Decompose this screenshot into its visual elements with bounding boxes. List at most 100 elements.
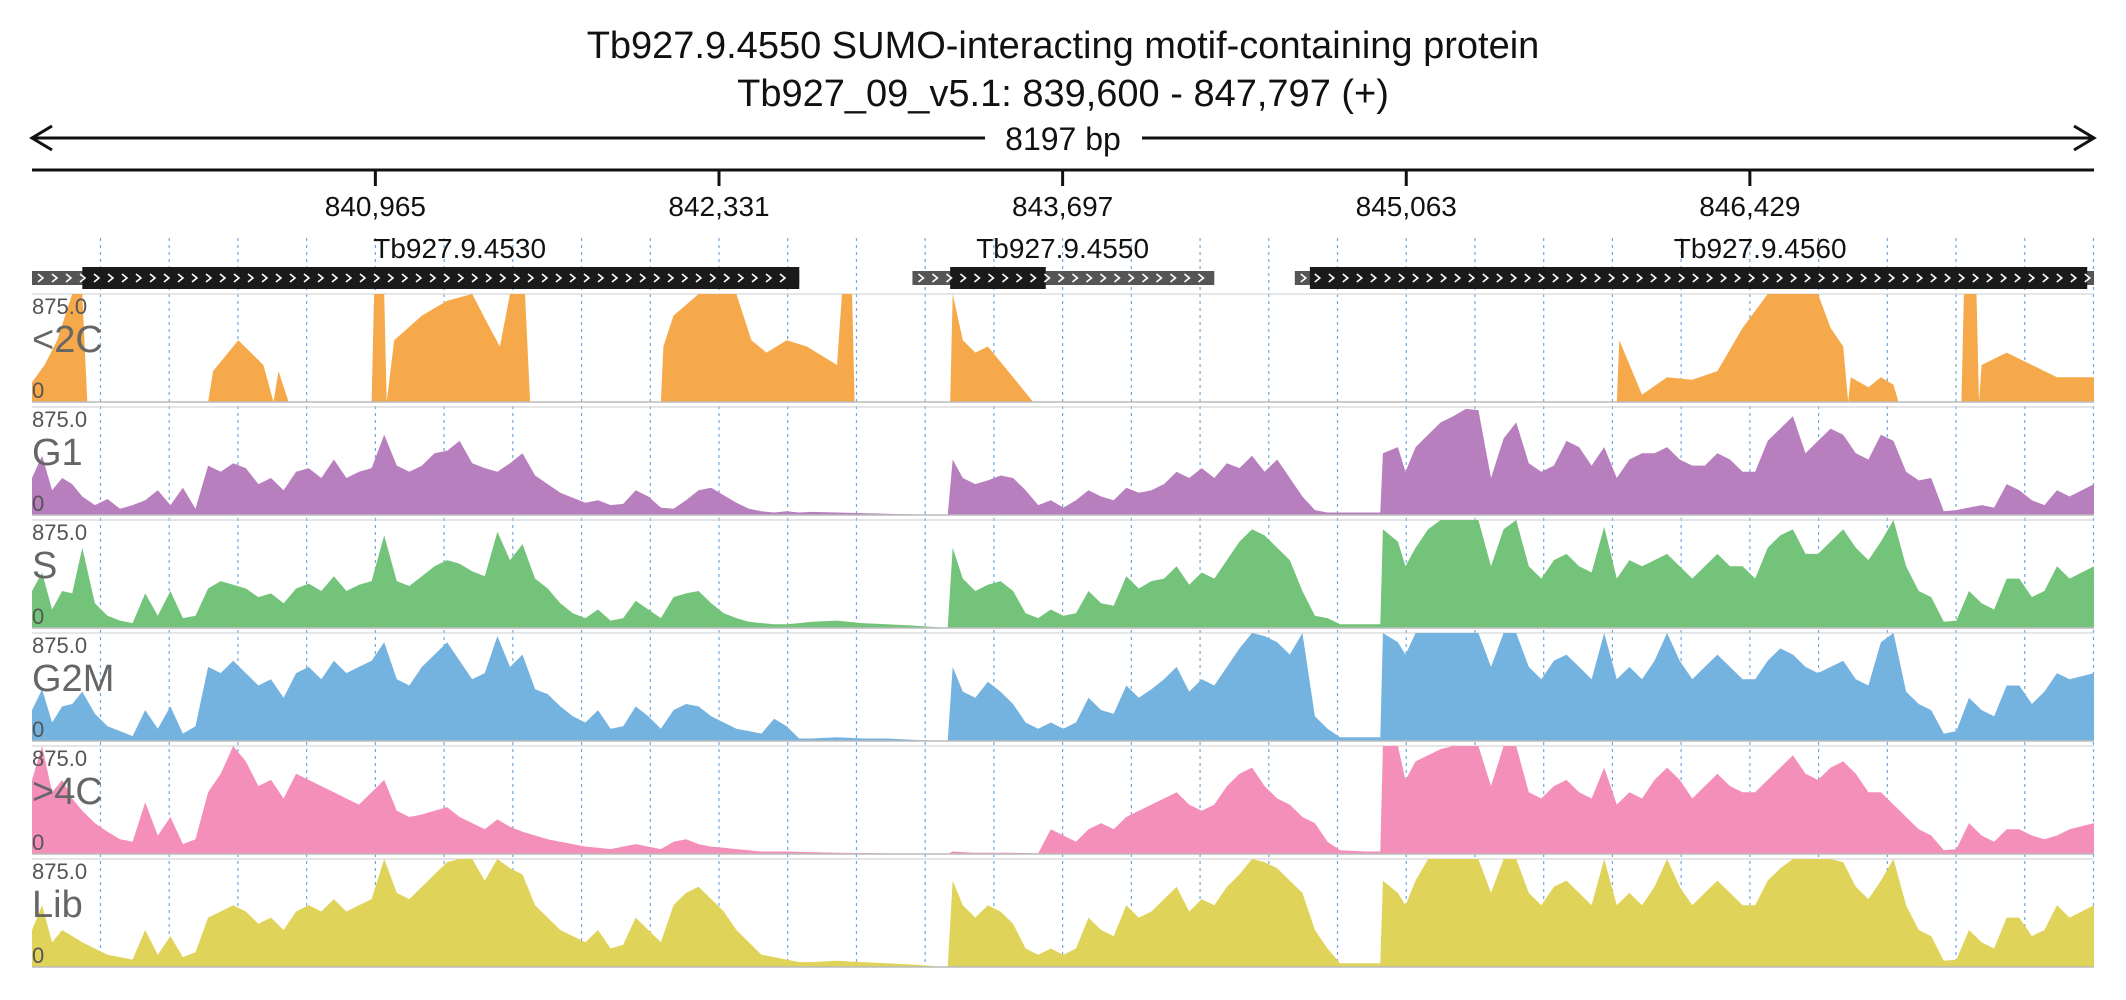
strand-arrow-icon: [1748, 273, 1756, 283]
strand-arrow-icon: [1776, 273, 1784, 283]
coverage-area: [32, 408, 2094, 515]
strand-arrow-icon: [541, 273, 549, 283]
strand-arrow-icon: [275, 273, 283, 283]
gene-model[interactable]: Tb927.9.4530: [32, 233, 800, 289]
strand-arrow-icon: [597, 273, 605, 283]
x-tick-label: 840,965: [325, 191, 426, 222]
strand-arrow-icon: [1328, 273, 1336, 283]
track-ymin-label: 0: [32, 717, 44, 742]
strand-arrow-icon: [709, 273, 717, 283]
strand-arrow-icon: [261, 273, 269, 283]
strand-arrow-icon: [233, 273, 241, 283]
strand-arrow-icon: [1552, 273, 1560, 283]
strand-arrow-icon: [2056, 273, 2064, 283]
strand-arrow-icon: [1314, 273, 1322, 283]
track-ymin-label: 0: [32, 604, 44, 629]
strand-arrow-icon: [1860, 273, 1868, 283]
strand-arrow-icon: [1804, 273, 1812, 283]
strand-arrow-icon: [1706, 273, 1714, 283]
strand-arrow-icon: [1043, 273, 1051, 283]
x-tick-label: 843,697: [1012, 191, 1113, 222]
strand-arrow-icon: [1384, 273, 1392, 283]
strand-arrow-icon: [1818, 273, 1826, 283]
track-name: G2M: [32, 658, 114, 700]
strand-arrow-icon: [37, 273, 45, 283]
track-ymax-label: 875.0: [32, 633, 87, 658]
strand-arrow-icon: [415, 273, 423, 283]
strand-arrow-icon: [1608, 273, 1616, 283]
track-name: <2C: [32, 319, 103, 361]
strand-arrow-icon: [1197, 273, 1205, 283]
strand-arrow-icon: [1085, 273, 1093, 283]
strand-arrow-icon: [931, 273, 939, 283]
strand-arrow-icon: [667, 273, 675, 283]
gene-label: Tb927.9.4550: [976, 233, 1149, 264]
gene-model[interactable]: Tb927.9.4560: [1294, 233, 2094, 289]
chart-title: Tb927.9.4550 SUMO-interacting motif-cont…: [586, 25, 1540, 67]
gene-label: Tb927.9.4530: [373, 233, 546, 264]
strand-arrow-icon: [1398, 273, 1406, 283]
coordinate-axis: 840,965 842,331 843,697 845,063 846,429: [32, 168, 2094, 222]
strand-arrow-icon: [107, 273, 115, 283]
strand-arrow-icon: [1300, 273, 1308, 283]
strand-arrow-icon: [737, 273, 745, 283]
arrow-left-icon: [29, 124, 53, 152]
strand-arrow-icon: [2014, 273, 2022, 283]
strand-arrow-icon: [765, 273, 773, 283]
coverage-area: [32, 746, 2094, 854]
strand-arrow-icon: [1664, 273, 1672, 283]
track-ymax-label: 875.0: [32, 520, 87, 545]
track-ymax-label: 875.0: [32, 407, 87, 432]
strand-arrow-icon: [1622, 273, 1630, 283]
strand-arrow-icon: [1846, 273, 1854, 283]
coverage-area: [32, 859, 2094, 967]
coverage-tracks: 875.00<2C875.00G1875.00S875.00G2M875.00>…: [32, 293, 2094, 968]
strand-arrow-icon: [625, 273, 633, 283]
strand-arrow-icon: [751, 273, 759, 283]
strand-arrow-icon: [219, 273, 227, 283]
strand-arrow-icon: [2084, 273, 2092, 283]
strand-arrow-icon: [1944, 273, 1952, 283]
strand-arrow-icon: [1524, 273, 1532, 283]
strand-arrow-icon: [289, 273, 297, 283]
strand-arrow-icon: [973, 273, 981, 283]
strand-arrow-icon: [1538, 273, 1546, 283]
strand-arrow-icon: [569, 273, 577, 283]
strand-arrow-icon: [401, 273, 409, 283]
strand-arrow-icon: [1496, 273, 1504, 283]
strand-arrow-icon: [2042, 273, 2050, 283]
strand-arrow-icon: [555, 273, 563, 283]
coverage-track: 875.0 0 Lib: [32, 858, 2094, 968]
strand-arrow-icon: [163, 273, 171, 283]
track-ymin-label: 0: [32, 378, 44, 403]
strand-arrow-icon: [1874, 273, 1882, 283]
strand-arrow-icon: [443, 273, 451, 283]
strand-arrow-icon: [191, 273, 199, 283]
strand-arrow-icon: [205, 273, 213, 283]
strand-arrow-icon: [1972, 273, 1980, 283]
strand-arrow-icon: [1454, 273, 1462, 283]
strand-arrow-icon: [1958, 273, 1966, 283]
coverage-track: 875.0 0 G1: [32, 406, 2094, 516]
strand-arrow-icon: [65, 273, 73, 283]
chart-subtitle: Tb927_09_v5.1: 839,600 - 847,797 (+): [737, 73, 1389, 115]
gene-label: Tb927.9.4560: [1674, 233, 1847, 264]
x-tick-label: 845,063: [1356, 191, 1457, 222]
strand-arrow-icon: [1594, 273, 1602, 283]
coverage-area: [32, 520, 2094, 628]
strand-arrow-icon: [1916, 273, 1924, 283]
strand-arrow-icon: [2000, 273, 2008, 283]
strand-arrow-icon: [457, 273, 465, 283]
strand-arrow-icon: [681, 273, 689, 283]
strand-arrow-icon: [177, 273, 185, 283]
strand-arrow-icon: [527, 273, 535, 283]
gene-model[interactable]: Tb927.9.4550: [912, 233, 1215, 289]
coverage-track: 875.0 0 >4C: [32, 745, 2094, 855]
coverage-area: [32, 633, 2094, 741]
track-ymax-label: 875.0: [32, 746, 87, 771]
strand-arrow-icon: [1468, 273, 1476, 283]
strand-arrow-icon: [1001, 273, 1009, 283]
strand-arrow-icon: [1057, 273, 1065, 283]
strand-arrow-icon: [1986, 273, 1994, 283]
